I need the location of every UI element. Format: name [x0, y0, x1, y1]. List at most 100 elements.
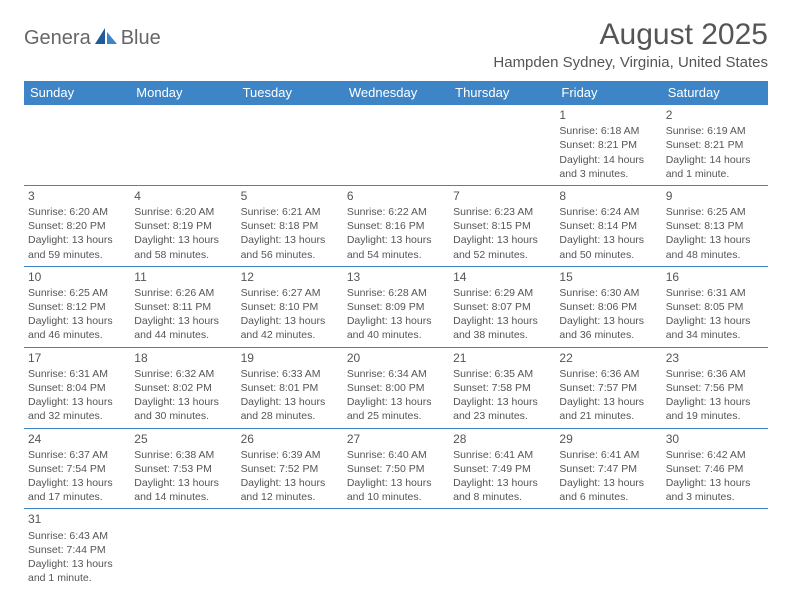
- day-number: 21: [453, 350, 551, 366]
- calendar-day-cell: 23Sunrise: 6:36 AMSunset: 7:56 PMDayligh…: [662, 347, 768, 428]
- sunset-text: Sunset: 8:00 PM: [347, 381, 445, 395]
- daylight-text: Daylight: 13 hours and 58 minutes.: [134, 233, 232, 261]
- calendar-day-cell: 9Sunrise: 6:25 AMSunset: 8:13 PMDaylight…: [662, 185, 768, 266]
- daylight-text: Daylight: 13 hours and 32 minutes.: [28, 395, 126, 423]
- calendar-day-cell: 5Sunrise: 6:21 AMSunset: 8:18 PMDaylight…: [237, 185, 343, 266]
- day-number: 29: [559, 431, 657, 447]
- day-number: 4: [134, 188, 232, 204]
- sunrise-text: Sunrise: 6:41 AM: [559, 448, 657, 462]
- calendar-day-cell: 19Sunrise: 6:33 AMSunset: 8:01 PMDayligh…: [237, 347, 343, 428]
- day-number: 2: [666, 107, 764, 123]
- sunset-text: Sunset: 7:56 PM: [666, 381, 764, 395]
- day-number: 26: [241, 431, 339, 447]
- day-number: 19: [241, 350, 339, 366]
- calendar-day-cell: 25Sunrise: 6:38 AMSunset: 7:53 PMDayligh…: [130, 428, 236, 509]
- calendar-day-cell: 24Sunrise: 6:37 AMSunset: 7:54 PMDayligh…: [24, 428, 130, 509]
- calendar-day-cell: 20Sunrise: 6:34 AMSunset: 8:00 PMDayligh…: [343, 347, 449, 428]
- calendar-day-cell: 7Sunrise: 6:23 AMSunset: 8:15 PMDaylight…: [449, 185, 555, 266]
- sunset-text: Sunset: 7:46 PM: [666, 462, 764, 476]
- weekday-header: Monday: [130, 81, 236, 105]
- day-number: 20: [347, 350, 445, 366]
- sunrise-text: Sunrise: 6:37 AM: [28, 448, 126, 462]
- logo-text-part2: Blue: [121, 27, 161, 50]
- sunset-text: Sunset: 7:44 PM: [28, 543, 126, 557]
- calendar-day-cell: 21Sunrise: 6:35 AMSunset: 7:58 PMDayligh…: [449, 347, 555, 428]
- day-number: 7: [453, 188, 551, 204]
- sunset-text: Sunset: 8:15 PM: [453, 219, 551, 233]
- weekday-header-row: Sunday Monday Tuesday Wednesday Thursday…: [24, 81, 768, 105]
- sunrise-text: Sunrise: 6:28 AM: [347, 286, 445, 300]
- daylight-text: Daylight: 14 hours and 3 minutes.: [559, 153, 657, 181]
- day-number: 31: [28, 511, 126, 527]
- sunrise-text: Sunrise: 6:31 AM: [28, 367, 126, 381]
- sunrise-text: Sunrise: 6:29 AM: [453, 286, 551, 300]
- calendar-table: Sunday Monday Tuesday Wednesday Thursday…: [24, 81, 768, 589]
- calendar-day-cell: [343, 509, 449, 589]
- day-number: 14: [453, 269, 551, 285]
- sunrise-text: Sunrise: 6:42 AM: [666, 448, 764, 462]
- daylight-text: Daylight: 13 hours and 40 minutes.: [347, 314, 445, 342]
- weekday-header: Wednesday: [343, 81, 449, 105]
- calendar-day-cell: 10Sunrise: 6:25 AMSunset: 8:12 PMDayligh…: [24, 266, 130, 347]
- sunset-text: Sunset: 8:12 PM: [28, 300, 126, 314]
- daylight-text: Daylight: 13 hours and 6 minutes.: [559, 476, 657, 504]
- calendar-day-cell: 3Sunrise: 6:20 AMSunset: 8:20 PMDaylight…: [24, 185, 130, 266]
- day-number: 10: [28, 269, 126, 285]
- sunrise-text: Sunrise: 6:36 AM: [666, 367, 764, 381]
- sunset-text: Sunset: 8:07 PM: [453, 300, 551, 314]
- sunrise-text: Sunrise: 6:20 AM: [28, 205, 126, 219]
- calendar-day-cell: 18Sunrise: 6:32 AMSunset: 8:02 PMDayligh…: [130, 347, 236, 428]
- daylight-text: Daylight: 13 hours and 44 minutes.: [134, 314, 232, 342]
- day-number: 3: [28, 188, 126, 204]
- daylight-text: Daylight: 13 hours and 30 minutes.: [134, 395, 232, 423]
- daylight-text: Daylight: 13 hours and 38 minutes.: [453, 314, 551, 342]
- calendar-day-cell: 2Sunrise: 6:19 AMSunset: 8:21 PMDaylight…: [662, 105, 768, 186]
- calendar-day-cell: 31Sunrise: 6:43 AMSunset: 7:44 PMDayligh…: [24, 509, 130, 589]
- calendar-day-cell: [449, 105, 555, 186]
- sunrise-text: Sunrise: 6:25 AM: [666, 205, 764, 219]
- day-number: 22: [559, 350, 657, 366]
- daylight-text: Daylight: 13 hours and 50 minutes.: [559, 233, 657, 261]
- sunrise-text: Sunrise: 6:27 AM: [241, 286, 339, 300]
- daylight-text: Daylight: 13 hours and 52 minutes.: [453, 233, 551, 261]
- weekday-header: Saturday: [662, 81, 768, 105]
- day-number: 5: [241, 188, 339, 204]
- calendar-day-cell: 22Sunrise: 6:36 AMSunset: 7:57 PMDayligh…: [555, 347, 661, 428]
- day-number: 16: [666, 269, 764, 285]
- daylight-text: Daylight: 13 hours and 36 minutes.: [559, 314, 657, 342]
- daylight-text: Daylight: 13 hours and 42 minutes.: [241, 314, 339, 342]
- calendar-day-cell: 26Sunrise: 6:39 AMSunset: 7:52 PMDayligh…: [237, 428, 343, 509]
- daylight-text: Daylight: 13 hours and 48 minutes.: [666, 233, 764, 261]
- daylight-text: Daylight: 13 hours and 10 minutes.: [347, 476, 445, 504]
- daylight-text: Daylight: 13 hours and 25 minutes.: [347, 395, 445, 423]
- daylight-text: Daylight: 13 hours and 23 minutes.: [453, 395, 551, 423]
- calendar-day-cell: 29Sunrise: 6:41 AMSunset: 7:47 PMDayligh…: [555, 428, 661, 509]
- day-number: 8: [559, 188, 657, 204]
- daylight-text: Daylight: 13 hours and 8 minutes.: [453, 476, 551, 504]
- month-title: August 2025: [493, 18, 768, 52]
- sunset-text: Sunset: 8:21 PM: [666, 138, 764, 152]
- sail-icon: [95, 26, 117, 51]
- daylight-text: Daylight: 13 hours and 14 minutes.: [134, 476, 232, 504]
- calendar-day-cell: 6Sunrise: 6:22 AMSunset: 8:16 PMDaylight…: [343, 185, 449, 266]
- sunset-text: Sunset: 8:01 PM: [241, 381, 339, 395]
- day-number: 24: [28, 431, 126, 447]
- calendar-day-cell: 4Sunrise: 6:20 AMSunset: 8:19 PMDaylight…: [130, 185, 236, 266]
- sunrise-text: Sunrise: 6:39 AM: [241, 448, 339, 462]
- sunrise-text: Sunrise: 6:35 AM: [453, 367, 551, 381]
- sunset-text: Sunset: 7:50 PM: [347, 462, 445, 476]
- sunset-text: Sunset: 8:16 PM: [347, 219, 445, 233]
- logo: Genera Blue: [24, 26, 161, 51]
- sunset-text: Sunset: 7:47 PM: [559, 462, 657, 476]
- sunset-text: Sunset: 7:57 PM: [559, 381, 657, 395]
- daylight-text: Daylight: 13 hours and 59 minutes.: [28, 233, 126, 261]
- sunrise-text: Sunrise: 6:41 AM: [453, 448, 551, 462]
- day-number: 11: [134, 269, 232, 285]
- calendar-day-cell: [343, 105, 449, 186]
- sunrise-text: Sunrise: 6:40 AM: [347, 448, 445, 462]
- calendar-day-cell: [237, 509, 343, 589]
- sunset-text: Sunset: 8:21 PM: [559, 138, 657, 152]
- sunrise-text: Sunrise: 6:38 AM: [134, 448, 232, 462]
- daylight-text: Daylight: 13 hours and 1 minute.: [28, 557, 126, 585]
- sunrise-text: Sunrise: 6:31 AM: [666, 286, 764, 300]
